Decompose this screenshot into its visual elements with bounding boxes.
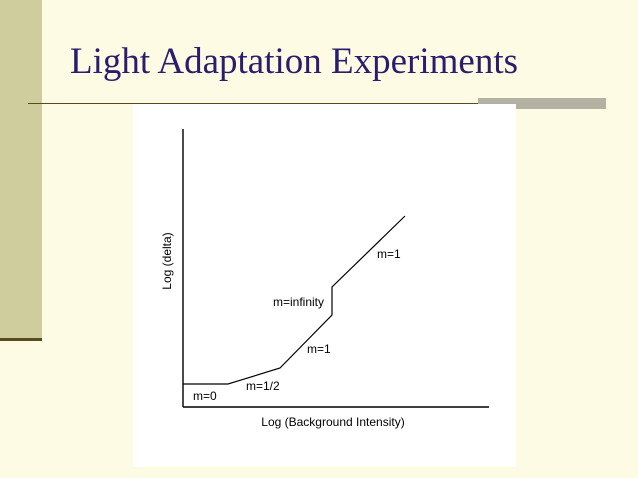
segment-label-m1-upper: m=1 [377, 247, 401, 261]
figure-panel: m=0 m=1/2 m=1 m=infinity m=1 Log (Backgr… [133, 104, 516, 467]
segment-label-m-half: m=1/2 [246, 379, 280, 393]
y-axis-label: Log (delta) [160, 232, 174, 289]
adaptation-diagram: m=0 m=1/2 m=1 m=infinity m=1 Log (Backgr… [160, 129, 489, 429]
segment-label-m-infinity: m=infinity [273, 295, 324, 309]
left-decor-rule [0, 338, 42, 341]
segment-label-m1-lower: m=1 [307, 342, 331, 356]
threshold-curve [183, 215, 406, 385]
title-underline [28, 103, 606, 104]
segment-label-m0: m=0 [193, 389, 217, 403]
left-decor-band [0, 0, 42, 340]
title-accent-bar [478, 98, 606, 109]
x-axis-label: Log (Background Intensity) [261, 415, 404, 429]
slide-title: Light Adaptation Experiments [70, 41, 519, 82]
